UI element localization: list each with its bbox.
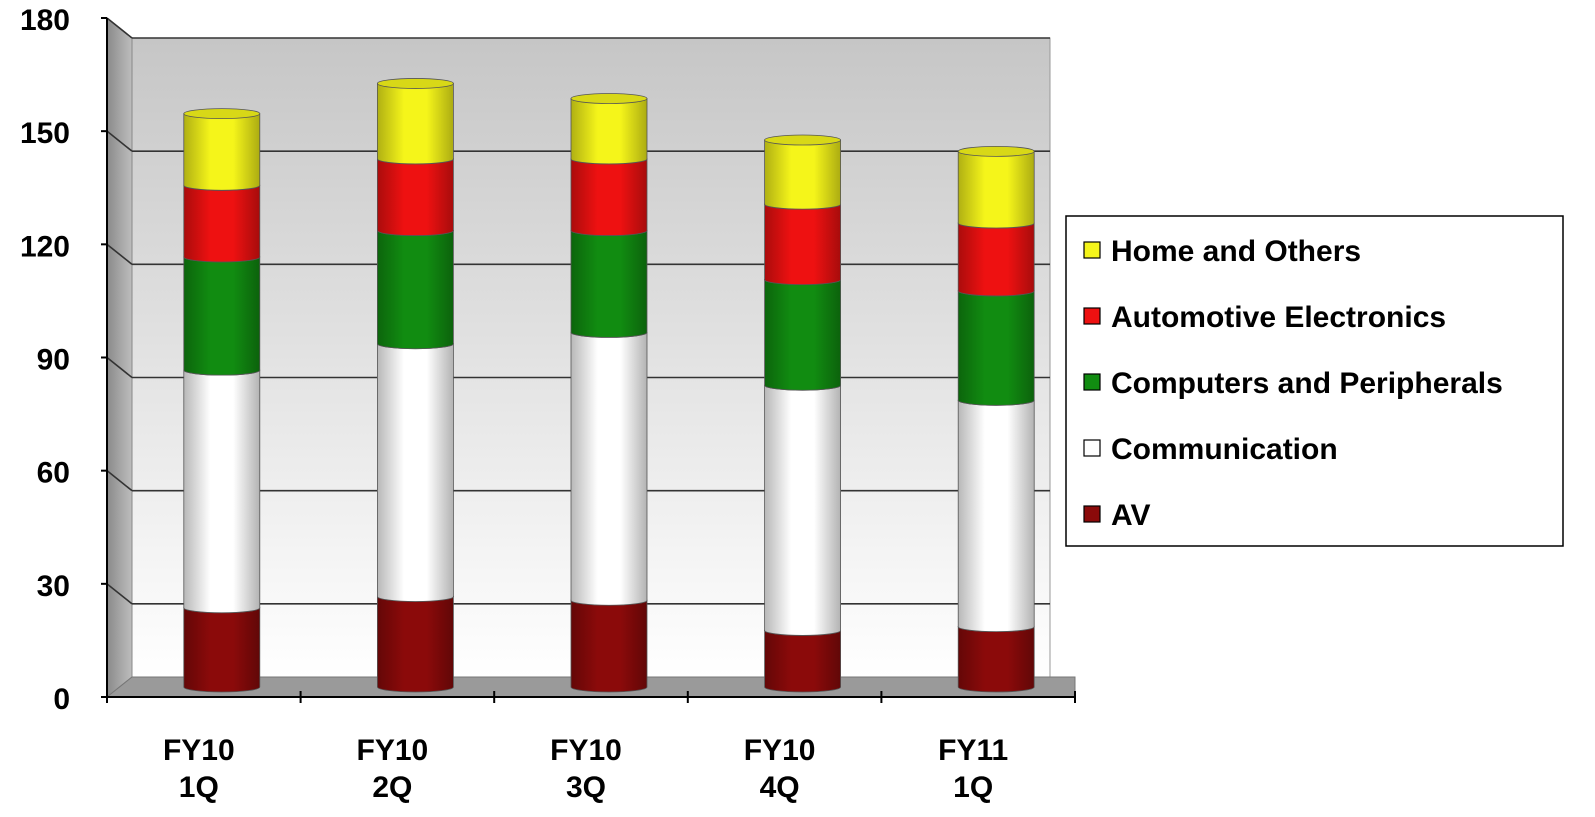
x-tick-label: 1Q: [953, 771, 993, 804]
legend: Home and Others Automotive Electronics Com…: [1065, 215, 1564, 547]
legend-label: Home and Others: [1111, 235, 1361, 268]
y-tick-label: 60: [37, 457, 70, 490]
bar-body: [183, 607, 261, 693]
bar-segment-home-and-others: [957, 145, 1035, 229]
bar-segment-home-and-others: [570, 93, 648, 165]
bars: [183, 78, 1035, 693]
bar-body: [957, 626, 1035, 693]
bar-body: [764, 384, 841, 636]
bar-segment-av: [570, 594, 648, 693]
legend-label: Communication: [1111, 433, 1338, 466]
bar-segment-computers-and-peripherals: [376, 225, 454, 350]
bar-segment-communication: [570, 327, 648, 606]
x-tick-label: FY10: [550, 734, 622, 767]
bar-body: [957, 222, 1035, 297]
bar-top: [376, 78, 454, 89]
bar-body: [183, 184, 261, 263]
legend-item: Home and Others: [1083, 235, 1361, 268]
y-tick-label: 120: [20, 230, 70, 263]
bar-body: [183, 113, 261, 191]
bar-top: [957, 145, 1035, 157]
gridline-side: [106, 130, 133, 152]
bar-segment-automotive-electronics: [957, 217, 1035, 297]
side-wall: [106, 16, 133, 699]
legend-label: Computers and Peripherals: [1111, 367, 1503, 400]
gridline-side: [106, 356, 133, 379]
y-tick-label: 150: [20, 117, 70, 150]
gridline-side: [106, 243, 133, 265]
x-tick-label: 3Q: [566, 771, 606, 804]
bar-segment-automotive-electronics: [764, 198, 841, 285]
bar-body: [764, 203, 841, 285]
legend-item: AV: [1083, 499, 1150, 532]
legend-item: Automotive Electronics: [1083, 301, 1446, 334]
bar-segment-home-and-others: [376, 78, 454, 165]
legend-swatch: [1083, 439, 1101, 457]
bar-body: [957, 290, 1035, 406]
bar-segment-communication: [376, 338, 454, 602]
bar-segment-av: [957, 621, 1035, 693]
legend-item: Communication: [1083, 433, 1338, 466]
y-tick-label: 90: [37, 344, 70, 377]
x-tick-label: FY10: [163, 734, 235, 767]
bar-body: [764, 139, 841, 210]
bar-body: [957, 150, 1035, 229]
bar-body: [570, 599, 648, 693]
bar-segment-automotive-electronics: [570, 153, 648, 236]
bar-segment-home-and-others: [183, 108, 261, 191]
x-tick-label: FY11: [938, 734, 1008, 767]
x-tick-label: 4Q: [760, 771, 800, 804]
legend-label: AV: [1111, 499, 1150, 532]
gridline-side: [106, 17, 133, 39]
y-tick-label: 30: [37, 570, 70, 603]
bar-segment-home-and-others: [764, 134, 841, 210]
bar-top: [183, 108, 261, 120]
bar-body: [570, 230, 648, 338]
bar-segment-computers-and-peripherals: [183, 251, 261, 376]
bar-top: [570, 93, 648, 104]
bar-segment-communication: [183, 364, 261, 614]
bar-body: [377, 596, 454, 693]
bar-body: [764, 630, 841, 693]
x-tick-label: FY10: [357, 734, 429, 767]
x-tick-label: 2Q: [372, 771, 412, 804]
x-tick-label: FY10: [744, 734, 816, 767]
bar-body: [957, 399, 1035, 633]
legend-swatch: [1083, 373, 1101, 391]
gridline-side: [106, 470, 133, 492]
x-tick-label: 1Q: [179, 771, 219, 804]
y-tick-label: 0: [53, 683, 70, 716]
y-axis: 0 30 60 90 120 150 180: [20, 4, 108, 716]
gridline-side: [106, 583, 133, 605]
legend-swatch: [1083, 505, 1101, 523]
legend-box: [1065, 215, 1564, 547]
bar-body: [764, 279, 841, 391]
legend-swatch: [1083, 307, 1101, 325]
legend-item: Computers and Peripherals: [1083, 367, 1503, 400]
bar-segment-av: [376, 591, 454, 693]
legend-label: Automotive Electronics: [1111, 301, 1446, 334]
bar-segment-automotive-electronics: [183, 179, 261, 263]
bar-body: [570, 98, 648, 165]
y-tick-label: 180: [20, 4, 70, 37]
bar-top: [764, 134, 841, 146]
bar-body: [377, 83, 454, 165]
bar-body: [377, 230, 454, 350]
bar-segment-computers-and-peripherals: [957, 285, 1035, 406]
bar-body: [377, 343, 454, 602]
bar-body: [377, 158, 454, 236]
bar-body: [183, 256, 261, 376]
bar-segment-communication: [764, 379, 841, 636]
bar-body: [183, 369, 261, 614]
bar-segment-av: [183, 602, 261, 693]
bar-segment-automotive-electronics: [376, 153, 454, 236]
legend-swatch: [1083, 241, 1101, 259]
bar-body: [570, 332, 648, 606]
x-axis: FY10 1Q FY10 2Q FY10 3Q FY10 4Q FY11 1Q: [106, 691, 1076, 804]
bar-segment-communication: [957, 394, 1035, 633]
bar-segment-computers-and-peripherals: [570, 225, 648, 338]
bar-segment-computers-and-peripherals: [764, 274, 841, 391]
bar-body: [570, 158, 648, 236]
